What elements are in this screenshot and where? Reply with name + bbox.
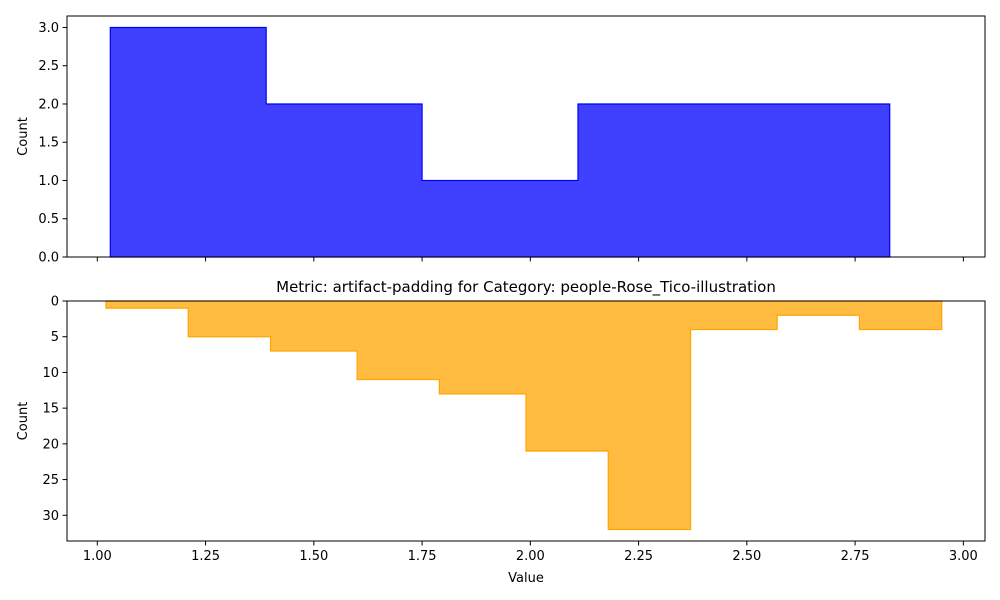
y-tick-label: 15 xyxy=(42,402,59,417)
x-tick-label: 1.00 xyxy=(83,549,112,564)
axes-frame xyxy=(66,15,986,258)
x-tick-label: 1.25 xyxy=(191,549,220,564)
y-tick-label: 20 xyxy=(42,437,59,452)
axes-frame xyxy=(66,300,986,542)
x-tick-label: 2.25 xyxy=(624,549,653,564)
y-tick-label: 2.0 xyxy=(38,97,59,112)
y-tick-label: 0.5 xyxy=(38,212,59,227)
y-axis-label: Count xyxy=(16,402,31,441)
histogram-step-area xyxy=(105,300,943,531)
x-tick-label: 1.50 xyxy=(299,549,328,564)
y-tick-label: 2.5 xyxy=(38,59,59,74)
top-histogram-panel: 0.0 0.5 1.0 1.5 2.0 2.5 3.0 Count xyxy=(16,15,986,266)
x-tick-label: 1.75 xyxy=(408,549,437,564)
y-tick-label: 3.0 xyxy=(38,21,59,36)
x-tick-label: 2.75 xyxy=(841,549,870,564)
x-tick-label: 3.00 xyxy=(949,549,978,564)
y-tick-label: 0 xyxy=(51,295,59,310)
histogram-step-area xyxy=(109,26,891,258)
y-tick-label: 25 xyxy=(42,473,59,488)
y-tick-label: 10 xyxy=(42,366,59,381)
bottom-histogram-panel: 1.00 1.25 1.50 1.75 2.00 2.25 2.50 2.75 3.00 0 5 10… xyxy=(16,278,986,586)
y-axis-label: Count xyxy=(16,117,31,156)
x-axis-label: Value xyxy=(508,571,544,586)
chart-title: Metric: artifact-padding for Category: p… xyxy=(276,278,776,297)
y-tick-label: 1.0 xyxy=(38,174,59,189)
y-tick-label: 0.0 xyxy=(38,251,59,266)
x-tick-label: 2.00 xyxy=(516,549,545,564)
y-tick-label: 30 xyxy=(42,509,59,524)
y-tick-label: 5 xyxy=(51,330,59,345)
x-tick-label: 2.50 xyxy=(732,549,761,564)
y-tick-label: 1.5 xyxy=(38,136,59,151)
